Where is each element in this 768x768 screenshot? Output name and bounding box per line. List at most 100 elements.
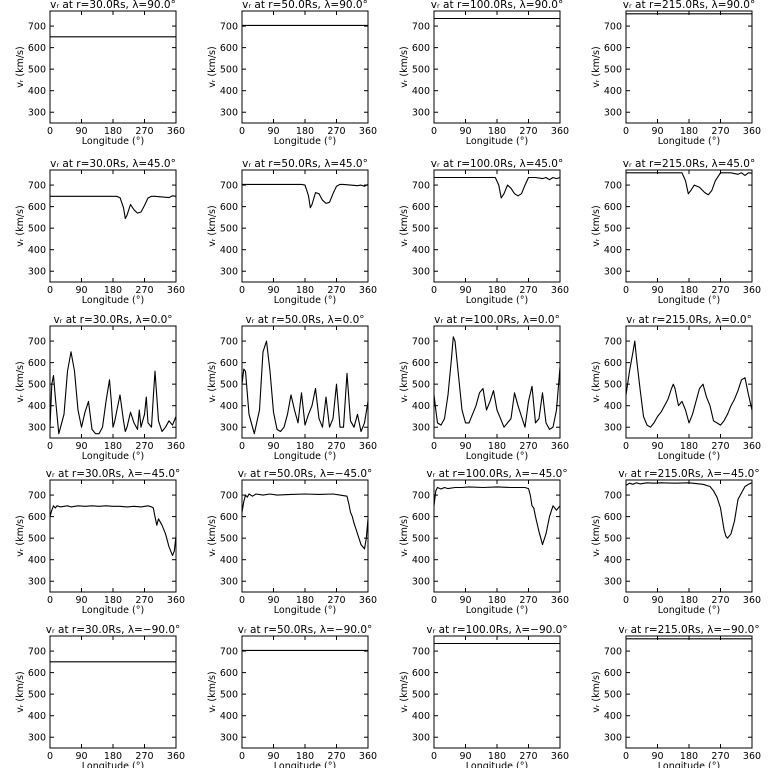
- x-tick-label: 0: [431, 441, 437, 452]
- y-tick-label: 600: [604, 512, 622, 523]
- x-tick-label: 270: [519, 126, 537, 137]
- y-tick-label: 700: [220, 647, 238, 658]
- y-axis-label: vᵣ (km/s): [399, 671, 410, 712]
- x-tick-label: 0: [431, 751, 437, 762]
- x-tick-label: 90: [267, 285, 279, 296]
- y-tick-label: 500: [220, 380, 238, 391]
- x-axis-label: Longitude (°): [466, 451, 528, 462]
- x-tick-label: 0: [623, 595, 629, 606]
- x-tick-label: 0: [239, 126, 245, 137]
- panel-2-2: vᵣ at r=50.0Rs, λ=45.0° 0 90 180 270 360 300 40…: [207, 158, 377, 306]
- x-axis-label: Longitude (°): [658, 605, 720, 616]
- y-tick-label: 500: [604, 224, 622, 235]
- y-tick-label: 300: [412, 108, 430, 119]
- y-tick-label: 300: [220, 108, 238, 119]
- x-tick-label: 90: [651, 285, 663, 296]
- panel-2-4: vᵣ at r=215.0Rs, λ=45.0° 0 90 180 270 360 300 4…: [591, 158, 761, 306]
- panel-4-1: vᵣ at r=30.0Rs, λ=−45.0° 0 90 180 270 360 300 4…: [15, 468, 185, 616]
- y-axis-label: vᵣ (km/s): [15, 515, 26, 556]
- x-axis-label: Longitude (°): [466, 295, 528, 306]
- y-tick-label: 600: [28, 43, 46, 54]
- x-tick-label: 270: [711, 285, 729, 296]
- x-tick-label: 90: [459, 751, 471, 762]
- panel-title: vᵣ at r=50.0Rs, λ=90.0°: [242, 0, 368, 11]
- y-tick-label: 400: [28, 711, 46, 722]
- series-line: [49, 505, 177, 556]
- x-axis-label: Longitude (°): [82, 295, 144, 306]
- plot-frame: [625, 635, 753, 749]
- x-tick-label: 270: [519, 441, 537, 452]
- x-tick-label: 0: [47, 595, 53, 606]
- x-tick-label: 90: [75, 126, 87, 137]
- x-tick-label: 360: [167, 285, 185, 296]
- x-tick-label: 90: [75, 751, 87, 762]
- x-tick-label: 180: [104, 751, 122, 762]
- y-axis-label: vᵣ (km/s): [15, 205, 26, 246]
- x-tick-label: 90: [267, 126, 279, 137]
- y-tick-label: 600: [220, 358, 238, 369]
- x-tick-label: 360: [167, 126, 185, 137]
- x-tick-label: 180: [680, 751, 698, 762]
- y-tick-label: 400: [604, 86, 622, 97]
- y-tick-label: 600: [604, 202, 622, 213]
- y-tick-label: 600: [412, 202, 430, 213]
- y-tick-label: 500: [28, 224, 46, 235]
- x-tick-label: 180: [104, 595, 122, 606]
- x-tick-label: 180: [104, 441, 122, 452]
- x-tick-label: 270: [327, 441, 345, 452]
- y-axis-label: vᵣ (km/s): [591, 205, 602, 246]
- x-tick-label: 90: [75, 441, 87, 452]
- x-tick-label: 90: [75, 595, 87, 606]
- plot-frame: [625, 10, 753, 124]
- panel-4-2: vᵣ at r=50.0Rs, λ=−45.0° 0 90 180 270 360 300 4…: [207, 468, 377, 616]
- x-tick-label: 180: [488, 751, 506, 762]
- panel-title: vᵣ at r=215.0Rs, λ=90.0°: [623, 0, 755, 11]
- y-tick-label: 700: [220, 22, 238, 33]
- y-tick-label: 400: [412, 555, 430, 566]
- x-tick-label: 360: [359, 285, 377, 296]
- y-tick-label: 500: [412, 690, 430, 701]
- y-axis-label: vᵣ (km/s): [207, 671, 218, 712]
- y-tick-label: 500: [412, 534, 430, 545]
- panel-1-2: vᵣ at r=50.0Rs, λ=90.0° 0 90 180 270 360 300 40…: [207, 0, 377, 147]
- x-tick-label: 90: [267, 751, 279, 762]
- plot-frame: [49, 10, 177, 124]
- y-tick-label: 400: [28, 401, 46, 412]
- x-tick-label: 270: [327, 285, 345, 296]
- x-tick-label: 360: [743, 751, 761, 762]
- x-tick-label: 360: [359, 126, 377, 137]
- y-tick-label: 500: [604, 65, 622, 76]
- y-tick-label: 700: [28, 337, 46, 348]
- panel-3-3: vᵣ at r=100.0Rs, λ=0.0° 0 90 180 270 360 300 40…: [399, 314, 569, 462]
- panel-title: vᵣ at r=30.0Rs, λ=−90.0°: [46, 624, 181, 636]
- panel-5-3: vᵣ at r=100.0Rs, λ=−90.0° 0 90 180 270 360 300…: [399, 624, 569, 768]
- y-tick-label: 400: [28, 555, 46, 566]
- y-tick-label: 700: [412, 181, 430, 192]
- x-tick-label: 0: [623, 126, 629, 137]
- series-line: [241, 340, 369, 435]
- plot-frame: [49, 479, 177, 593]
- x-tick-label: 360: [167, 595, 185, 606]
- y-tick-label: 600: [28, 512, 46, 523]
- x-tick-label: 0: [47, 126, 53, 137]
- x-tick-label: 270: [135, 441, 153, 452]
- x-tick-label: 270: [519, 595, 537, 606]
- plot-frame: [433, 635, 561, 749]
- y-axis-label: vᵣ (km/s): [591, 46, 602, 87]
- panel-5-2: vᵣ at r=50.0Rs, λ=−90.0° 0 90 180 270 360 300 4…: [207, 624, 377, 768]
- y-tick-label: 300: [604, 423, 622, 434]
- panel-title: vᵣ at r=100.0Rs, λ=−90.0°: [426, 624, 567, 636]
- y-axis-label: vᵣ (km/s): [399, 361, 410, 402]
- panel-1-1: vᵣ at r=30.0Rs, λ=90.0° 0 90 180 270 360 300 40…: [15, 0, 185, 147]
- panel-3-1: vᵣ at r=30.0Rs, λ=0.0° 0 90 180 270 360 300 400…: [15, 314, 185, 462]
- x-tick-label: 90: [651, 595, 663, 606]
- panel-title: vᵣ at r=215.0Rs, λ=45.0°: [623, 158, 755, 170]
- panel-4-4: vᵣ at r=215.0Rs, λ=−45.0° 0 90 180 270 360 300…: [591, 468, 761, 616]
- x-tick-label: 270: [711, 441, 729, 452]
- x-tick-label: 270: [135, 285, 153, 296]
- y-tick-label: 300: [604, 267, 622, 278]
- plot-frame: [241, 10, 369, 124]
- y-tick-label: 600: [412, 512, 430, 523]
- y-tick-label: 400: [220, 86, 238, 97]
- x-tick-label: 270: [519, 285, 537, 296]
